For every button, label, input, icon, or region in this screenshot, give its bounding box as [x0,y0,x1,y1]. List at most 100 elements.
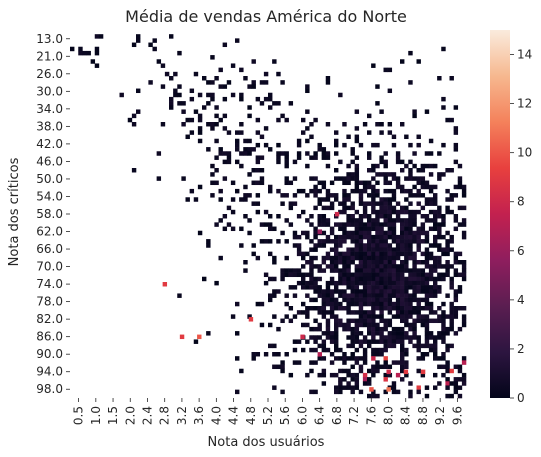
heatmap-cell [284,352,289,357]
heatmap-cell [383,372,388,378]
heatmap-cell [358,251,364,257]
colorbar-tick-label: 10 [517,146,532,160]
heatmap-cell [309,247,314,252]
heatmap-cell [445,247,450,252]
heatmap-cell [272,101,277,106]
heatmap-cell [441,214,446,219]
heatmap-cell [202,76,207,81]
heatmap-cell [420,372,426,378]
heatmap-cell [255,96,261,102]
heatmap-cell [243,138,248,144]
heatmap-cell [404,251,409,257]
heatmap-cell [214,222,219,227]
heatmap-cell [416,289,421,294]
heatmap-cell [259,101,265,106]
heatmap-cell [284,272,289,278]
heatmap-cell [169,96,174,102]
heatmap-cell [243,193,248,198]
heatmap-cell [243,197,248,202]
heatmap-cell [313,339,318,344]
heatmap-cell [222,113,228,119]
heatmap-cell [342,289,347,294]
heatmap-cell [255,130,261,135]
heatmap-cell [416,230,421,236]
heatmap-cell [441,326,446,332]
heatmap-cell [461,184,467,190]
heatmap-cell [321,347,327,353]
heatmap-cell [280,151,285,156]
heatmap-cell [354,230,360,236]
heatmap-cell [284,239,289,244]
heatmap-cell [288,180,294,186]
heatmap-cell [424,293,430,298]
heatmap-cell [358,218,364,223]
heatmap-cell [379,272,384,278]
heatmap-cell [350,230,355,236]
heatmap-cell [292,293,298,298]
heatmap-cell [181,101,186,106]
heatmap-cell [395,360,401,365]
heatmap-cell [226,151,232,156]
heatmap-cell [416,193,421,198]
heatmap-cell [383,264,388,269]
heatmap-cell [317,322,322,328]
heatmap-cell [424,322,430,328]
heatmap-cell [420,226,426,232]
heatmap-cell [243,260,248,265]
heatmap-cell [329,306,335,311]
heatmap-cell [334,243,339,248]
heatmap-cell [301,310,306,315]
heatmap-cell [424,255,430,261]
heatmap-cell [445,364,450,370]
heatmap-cell [251,201,256,206]
heatmap-cell [321,339,327,344]
heatmap-cells [70,34,467,399]
heatmap-cell [263,96,269,102]
heatmap-cell [371,226,376,232]
heatmap-cell [235,38,240,43]
heatmap-cell [391,226,397,232]
heatmap-cell [342,239,347,244]
heatmap-cell [416,234,421,240]
colorbar-tick-label: 0 [517,391,525,405]
heatmap-cell [325,197,331,202]
heatmap-cell [428,172,434,177]
heatmap-cell [400,335,405,340]
heatmap-cell [350,272,355,278]
heatmap-cell [255,301,261,307]
heatmap-cell [416,134,421,140]
heatmap-cell [362,352,368,357]
heatmap-cell [383,251,388,257]
heatmap-cell [362,377,368,382]
heatmap-cell [441,247,446,252]
heatmap-cell [404,293,409,298]
heatmap-cell [321,293,327,298]
heatmap-cell [309,122,314,127]
heatmap-cell [342,293,347,298]
heatmap-cell [354,360,360,365]
heatmap-cell [424,260,430,265]
heatmap-cell [461,205,467,211]
heatmap-cell [338,226,343,232]
heatmap-cell [362,205,368,211]
heatmap-cell [197,113,203,119]
heatmap-cell [379,301,384,307]
heatmap-cell [461,188,467,194]
heatmap-cell [416,188,421,194]
heatmap-cell [424,289,430,294]
heatmap-cell [449,322,454,328]
heatmap-cell [210,163,215,169]
heatmap-cell [334,322,339,328]
heatmap-cell [251,80,256,85]
heatmap-cell [288,268,294,273]
heatmap-cell [247,138,252,144]
heatmap-cell [387,335,393,340]
heatmap-cell [358,214,364,219]
heatmap-cell [358,339,364,344]
heatmap-cell [441,264,446,269]
heatmap-cell [321,331,327,336]
heatmap-cell [457,368,463,374]
heatmap-cell [400,264,405,269]
heatmap-cell [272,343,277,349]
heatmap-cell [276,352,281,357]
